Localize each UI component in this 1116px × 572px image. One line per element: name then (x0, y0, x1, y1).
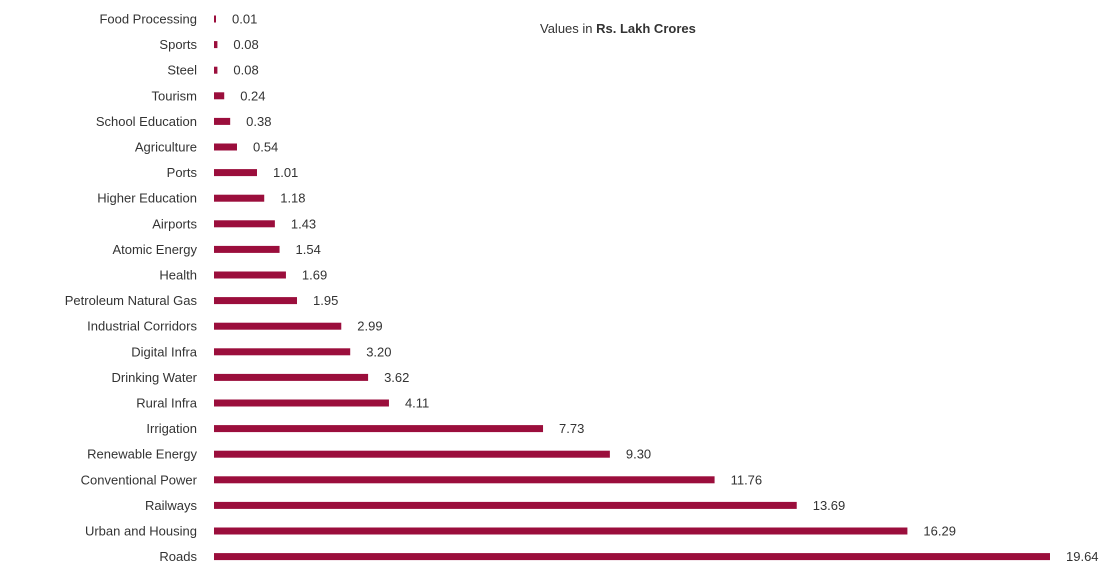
value-label: 0.54 (253, 140, 278, 155)
value-label: 2.99 (357, 319, 382, 334)
value-label: 19.64 (1066, 549, 1099, 564)
value-label: 0.08 (233, 63, 258, 78)
value-label: 1.18 (280, 191, 305, 206)
category-label: Conventional Power (81, 472, 198, 487)
value-label: 4.11 (405, 396, 429, 411)
bar-conventional-power (214, 476, 715, 484)
bar-drinking-water (214, 373, 369, 381)
value-label: 0.38 (246, 114, 271, 129)
value-label: 9.30 (626, 447, 651, 462)
bar-urban-and-housing (214, 527, 908, 535)
value-labels-group: 0.01 0.08 0.08 0.24 0.38 0.54 1.01 1.18 1.43 1.54… (232, 12, 1099, 565)
category-label: Steel (167, 63, 197, 78)
bar-agriculture (214, 143, 237, 151)
value-label: 16.29 (923, 524, 956, 539)
bar-food-processing (214, 15, 216, 23)
category-label: Sports (159, 37, 197, 52)
bars-group (214, 15, 1050, 561)
bar-sports (214, 41, 218, 49)
category-label: Higher Education (97, 191, 197, 206)
value-label: 1.69 (302, 268, 327, 283)
bar-higher-education (214, 194, 265, 202)
category-label: Railways (145, 498, 198, 513)
value-label: 0.01 (232, 12, 257, 27)
bar-renewable-energy (214, 450, 610, 458)
value-label: 3.20 (366, 344, 391, 359)
category-label: Tourism (151, 88, 197, 103)
value-label: 1.43 (291, 216, 316, 231)
category-label: Airports (152, 216, 197, 231)
category-label: Agriculture (135, 140, 197, 155)
bar-atomic-energy (214, 245, 280, 253)
value-label: 3.62 (384, 370, 409, 385)
bar-industrial-corridors (214, 322, 342, 330)
bar-health (214, 271, 286, 279)
bar-roads (214, 553, 1050, 561)
value-label: 1.01 (273, 165, 298, 180)
category-label: Ports (167, 165, 198, 180)
bar-ports (214, 169, 257, 177)
category-label: Digital Infra (131, 344, 198, 359)
value-label: 7.73 (559, 421, 584, 436)
category-label: Irrigation (146, 421, 197, 436)
bar-digital-infra (214, 348, 351, 356)
category-label: Health (159, 268, 197, 283)
bar-tourism (214, 92, 225, 100)
category-label: Petroleum Natural Gas (65, 293, 198, 308)
bar-steel (214, 66, 218, 74)
category-label: Urban and Housing (85, 524, 197, 539)
value-label: 1.54 (296, 242, 321, 257)
unit-note-unit: Rs. Lakh Crores (596, 21, 696, 36)
value-label: 0.08 (233, 37, 258, 52)
value-label: 0.24 (240, 88, 265, 103)
bar-school-education (214, 117, 231, 125)
unit-note-prefix: Values in (540, 21, 593, 36)
bar-irrigation (214, 425, 544, 433)
bar-railways (214, 501, 797, 509)
value-label: 13.69 (813, 498, 846, 513)
bar-petroleum-natural-gas (214, 297, 298, 305)
unit-note: Values in Rs. Lakh Crores (540, 21, 696, 36)
category-label: Roads (159, 549, 197, 564)
category-label: Renewable Energy (87, 447, 197, 462)
bar-airports (214, 220, 275, 228)
category-label: School Education (96, 114, 197, 129)
value-label: 11.76 (731, 472, 763, 487)
category-labels-group: Food Processing Sports Steel Tourism School … (65, 12, 198, 565)
category-label: Rural Infra (136, 396, 197, 411)
category-label: Drinking Water (112, 370, 198, 385)
category-label: Atomic Energy (112, 242, 197, 257)
value-label: 1.95 (313, 293, 338, 308)
category-label: Industrial Corridors (87, 319, 197, 334)
category-label: Food Processing (99, 12, 197, 27)
bar-rural-infra (214, 399, 389, 407)
